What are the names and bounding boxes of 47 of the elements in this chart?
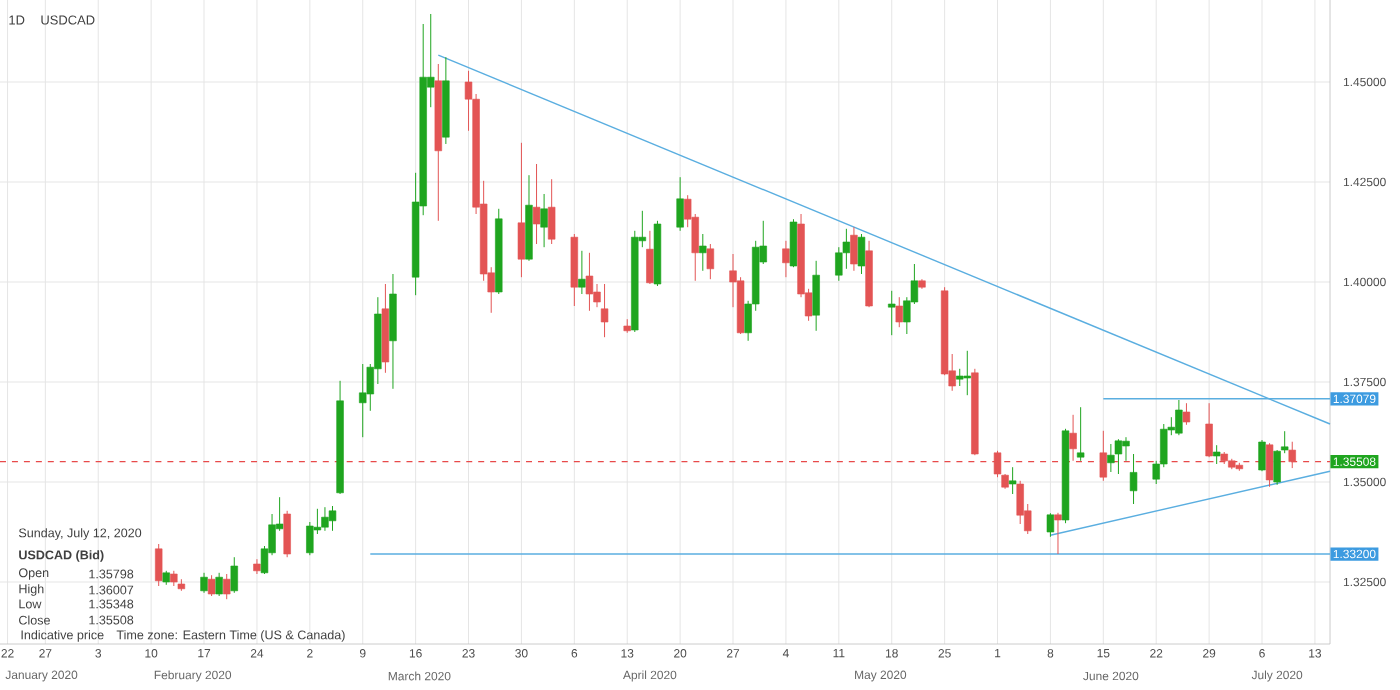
candlestick [359, 363, 367, 438]
candlestick [782, 240, 790, 278]
candlestick [676, 176, 684, 232]
candlestick [223, 573, 231, 600]
candlestick [389, 273, 397, 390]
candlestick [600, 283, 609, 338]
candlestick [1265, 442, 1274, 488]
candlestick [1069, 414, 1077, 462]
candlestick [857, 233, 866, 275]
candlestick [1258, 439, 1266, 472]
candlestick [328, 505, 337, 532]
candlestick [1129, 453, 1138, 505]
candlestick [517, 142, 526, 278]
candlestick [1182, 402, 1191, 426]
candlestick [1099, 430, 1108, 482]
candlestick [283, 510, 291, 558]
candlestick [789, 218, 798, 268]
candlestick [1046, 512, 1055, 538]
candlestick [532, 163, 541, 245]
candlestick [230, 556, 238, 594]
candlestick [1076, 406, 1085, 462]
candlestick [1122, 436, 1130, 462]
candlestick [1205, 402, 1213, 458]
candlestick [321, 506, 329, 532]
candlestick [215, 572, 223, 597]
candlestick [1114, 438, 1123, 475]
candlestick [253, 558, 261, 575]
candlestick [850, 226, 858, 272]
candlestick [1212, 444, 1221, 465]
candlestick [895, 296, 903, 328]
candlestick [540, 193, 548, 248]
candlestick [963, 350, 971, 396]
candlestick [812, 260, 820, 332]
candlestick [1054, 512, 1062, 555]
candlestick [699, 233, 707, 272]
candlestick [646, 230, 654, 285]
candlestick [888, 290, 896, 336]
candlestick [1008, 466, 1017, 495]
candlestick [706, 243, 715, 280]
candlestick [1175, 399, 1183, 436]
candlestick [200, 572, 208, 594]
candlestick [585, 252, 594, 312]
candlestick [1107, 443, 1115, 473]
candlestick [155, 543, 163, 587]
candlestick [547, 178, 556, 245]
candlestick [578, 250, 586, 295]
candlestick [207, 574, 216, 597]
